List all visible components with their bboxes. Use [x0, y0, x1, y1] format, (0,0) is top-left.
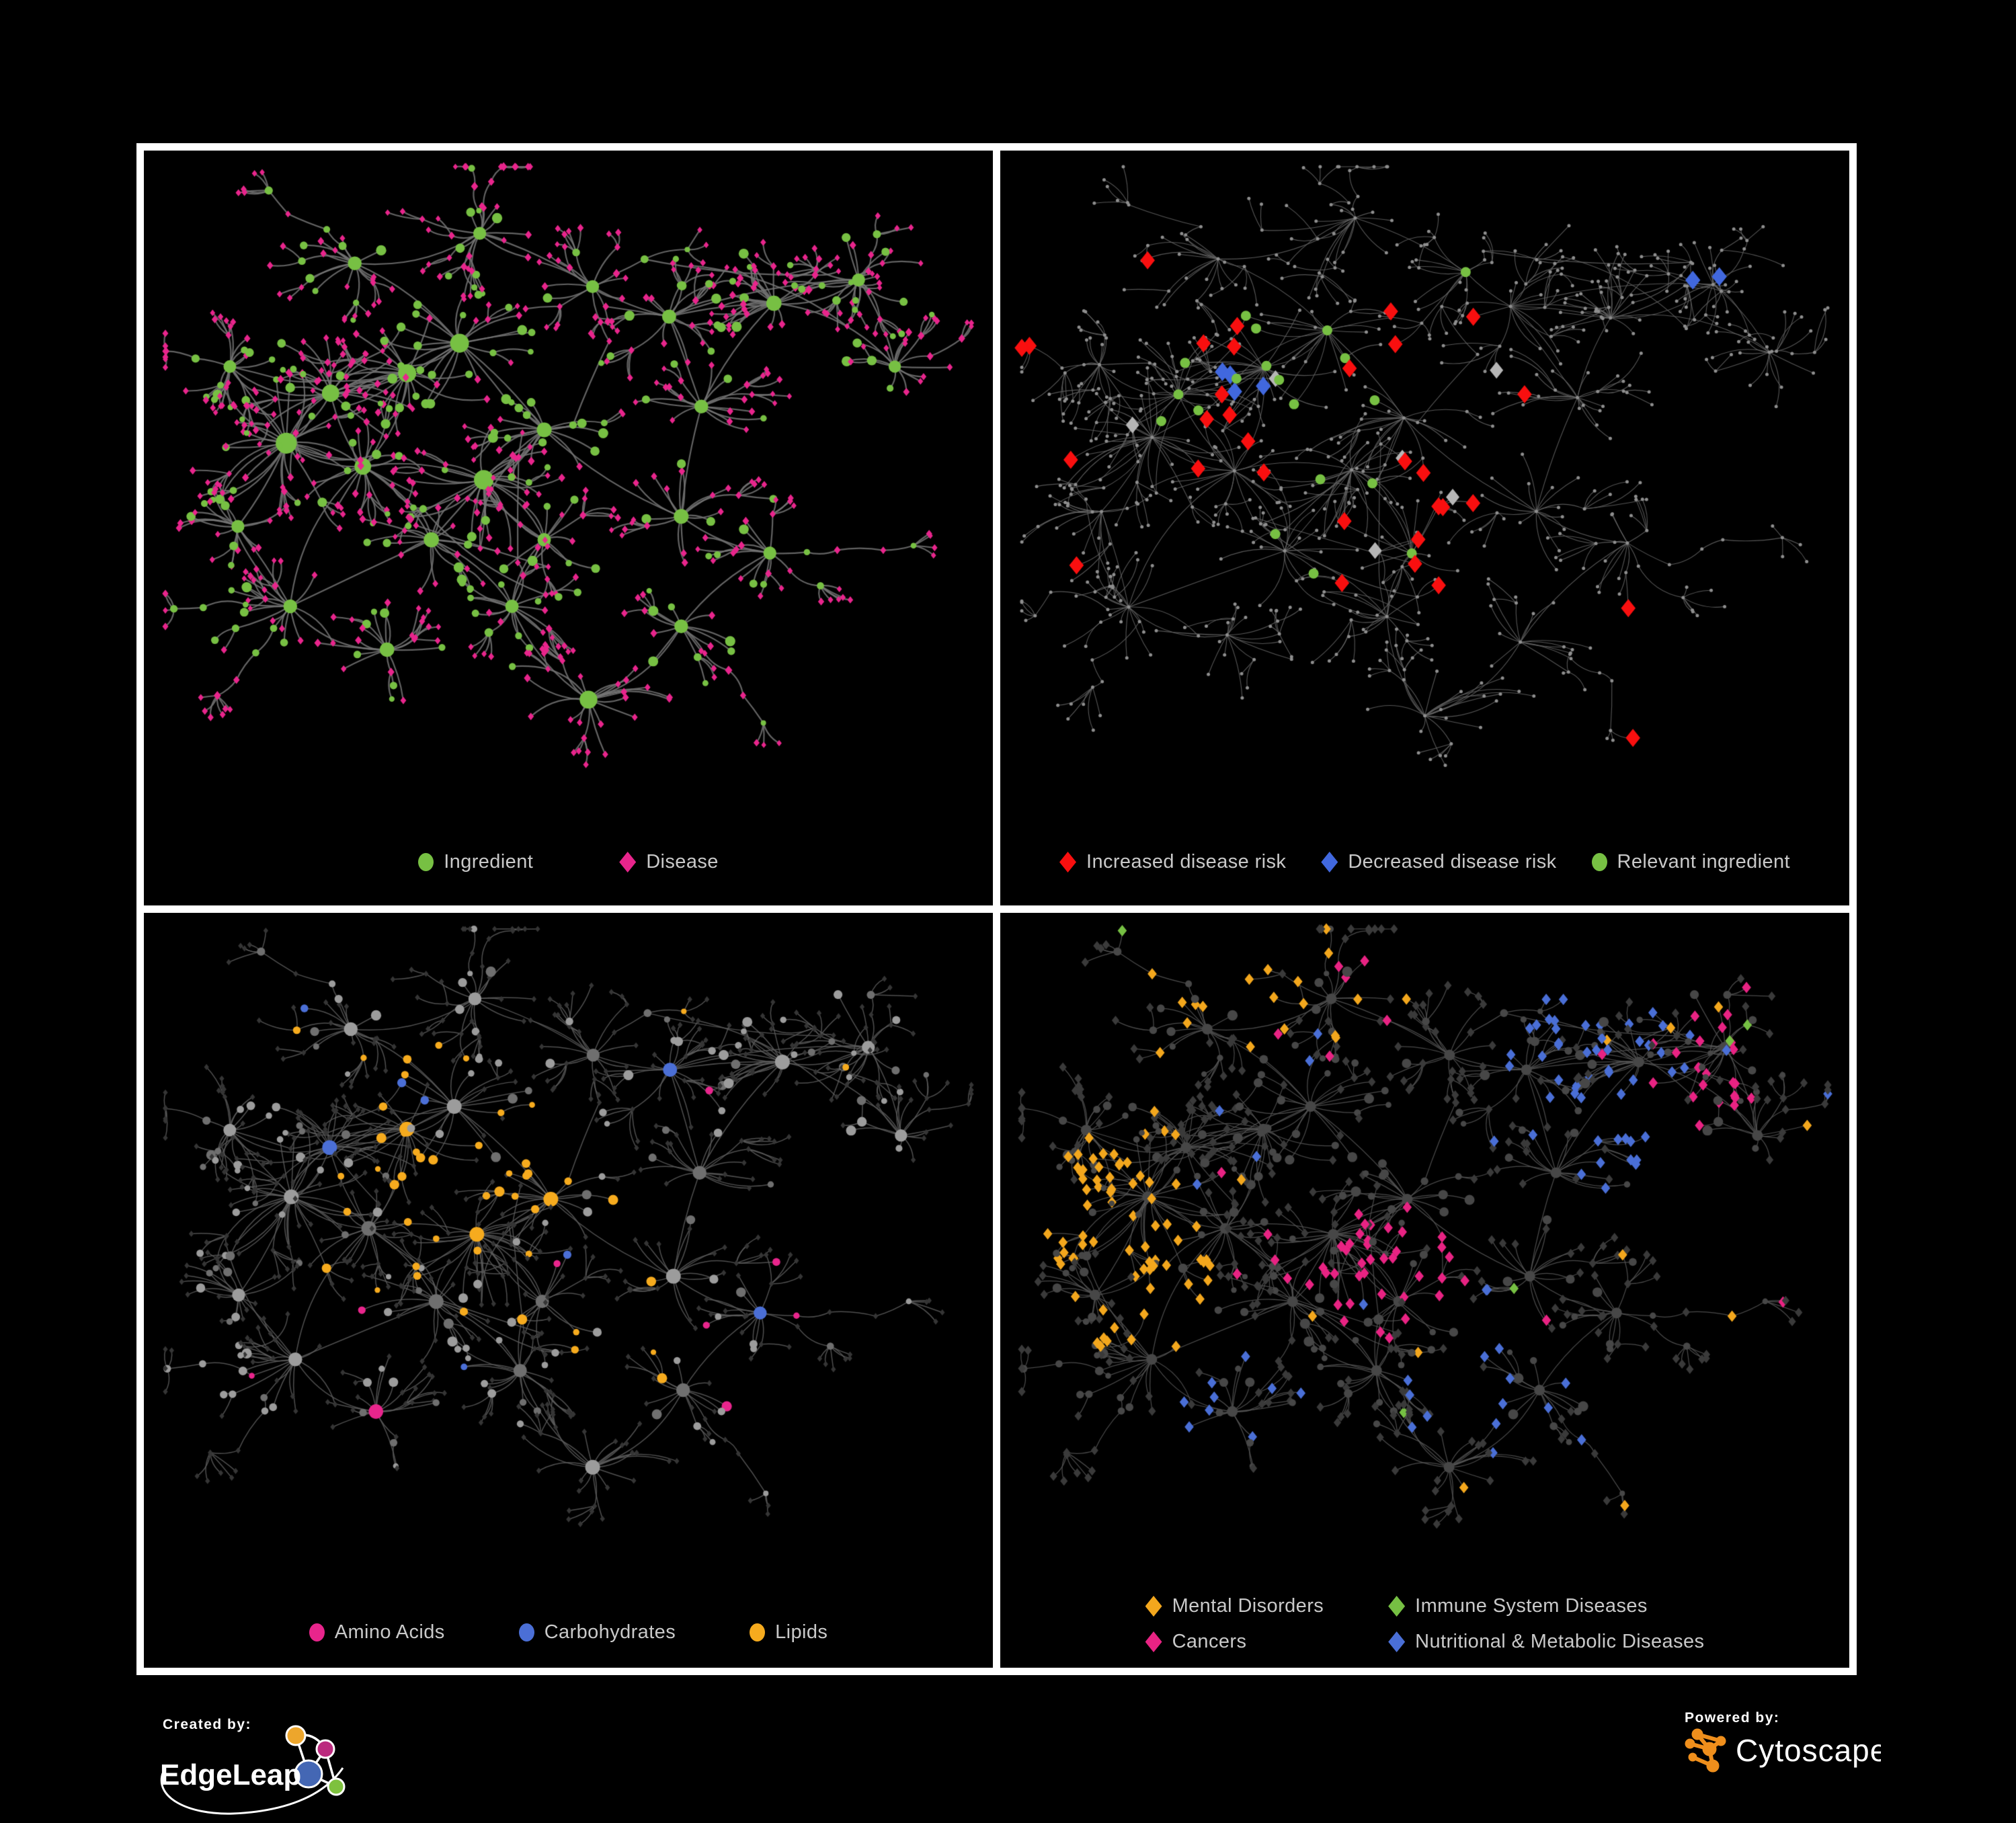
legend-item-lipids: Lipids: [750, 1621, 828, 1644]
panel-nutrient-classes: Amino Acids Carbohydrates Lipids: [144, 913, 993, 1668]
disease-marker: [619, 852, 637, 873]
lipids-marker: [750, 1623, 766, 1642]
ingredient-marker: [418, 853, 434, 871]
edgeleap-glyph-nodes: [285, 1725, 346, 1796]
legend-label-decreased-risk: Decreased disease risk: [1348, 851, 1557, 873]
legend-item-ingredient: Ingredient: [418, 851, 533, 873]
legend-disease-risk: Increased disease risk Decreased disease…: [1000, 851, 1849, 873]
legend-item-increased-risk: Increased disease risk: [1059, 851, 1286, 873]
legend-item-carbohydrates: Carbohydrates: [518, 1621, 676, 1644]
legend-item-nutritional-metabolic: Nutritional & Metabolic Diseases: [1388, 1631, 1704, 1653]
relevant-ingredient-marker: [1591, 853, 1607, 871]
legend-label-lipids: Lipids: [775, 1621, 828, 1643]
ingredient-disease-network-canvas: [144, 151, 993, 905]
figure-grid: Ingredient Disease Increased disease ris…: [136, 143, 1857, 1675]
legend-label-cancers: Cancers: [1172, 1631, 1247, 1652]
decreased-risk-marker: [1321, 852, 1338, 873]
legend-item-amino-acids: Amino Acids: [309, 1621, 445, 1644]
legend-ingredient-disease: Ingredient Disease: [144, 851, 993, 873]
nutritional-metabolic-marker: [1388, 1631, 1406, 1652]
legend-label-increased-risk: Increased disease risk: [1086, 851, 1287, 873]
disease-class-network-canvas: [1000, 913, 1849, 1668]
edgeleap-wordmark: EdgeLeap: [160, 1758, 301, 1791]
edgeleap-node-orange: [285, 1725, 307, 1746]
edgeleap-logo: Created by: EdgeLeap: [153, 1709, 368, 1820]
edgeleap-logo-graphic: Created by: EdgeLeap: [160, 1717, 346, 1815]
legend-item-mental-disorders: Mental Disorders: [1145, 1595, 1324, 1617]
panel-ingredient-disease: Ingredient Disease: [144, 151, 993, 905]
legend-label-immune-diseases: Immune System Diseases: [1415, 1595, 1648, 1617]
legend-label-relevant-ingredient: Relevant ingredient: [1617, 851, 1791, 873]
cancers-marker: [1145, 1631, 1162, 1652]
legend-label-nutritional-metabolic: Nutritional & Metabolic Diseases: [1415, 1631, 1705, 1652]
amino-acids-marker: [309, 1623, 325, 1642]
legend-item-relevant-ingredient: Relevant ingredient: [1591, 851, 1791, 873]
panel-disease-classes: Mental Disorders Immune System Diseases …: [1000, 913, 1849, 1668]
edgeleap-swoosh: [160, 1767, 344, 1815]
created-by-label: Created by:: [163, 1717, 251, 1732]
panel-disease-risk: Increased disease risk Decreased disease…: [1000, 151, 1849, 905]
cytoscape-logo-graphic: Powered by: Cytoscape: [1685, 1710, 1887, 1773]
legend-label-ingredient: Ingredient: [444, 851, 534, 873]
legend-label-mental-disorders: Mental Disorders: [1172, 1595, 1324, 1617]
legend-item-cancers: Cancers: [1145, 1631, 1324, 1653]
legend-nutrient-classes: Amino Acids Carbohydrates Lipids: [144, 1621, 993, 1644]
immune-diseases-marker: [1388, 1596, 1406, 1617]
carbohydrates-marker: [518, 1623, 534, 1642]
cytoscape-wordmark: Cytoscape: [1736, 1733, 1881, 1768]
edgeleap-node-blue: [294, 1759, 323, 1789]
edgeleap-node-green: [327, 1777, 346, 1796]
legend-label-disease: Disease: [646, 851, 719, 873]
legend-item-disease: Disease: [619, 851, 719, 873]
legend-label-amino-acids: Amino Acids: [334, 1621, 445, 1643]
powered-by-label: Powered by:: [1685, 1710, 1779, 1726]
legend-disease-classes: Mental Disorders Immune System Diseases …: [1145, 1595, 1705, 1653]
cytoscape-glyph: [1685, 1728, 1726, 1773]
legend-label-carbohydrates: Carbohydrates: [544, 1621, 676, 1643]
legend-item-decreased-risk: Decreased disease risk: [1321, 851, 1556, 873]
legend-item-immune-diseases: Immune System Diseases: [1388, 1595, 1704, 1617]
increased-risk-marker: [1059, 852, 1076, 873]
mental-disorders-marker: [1145, 1596, 1162, 1617]
cytoscape-logo: Powered by: Cytoscape: [1679, 1709, 1887, 1783]
nutrient-class-network-canvas: [144, 913, 993, 1668]
disease-risk-network-canvas: [1000, 151, 1849, 905]
edgeleap-node-magenta: [315, 1739, 335, 1759]
